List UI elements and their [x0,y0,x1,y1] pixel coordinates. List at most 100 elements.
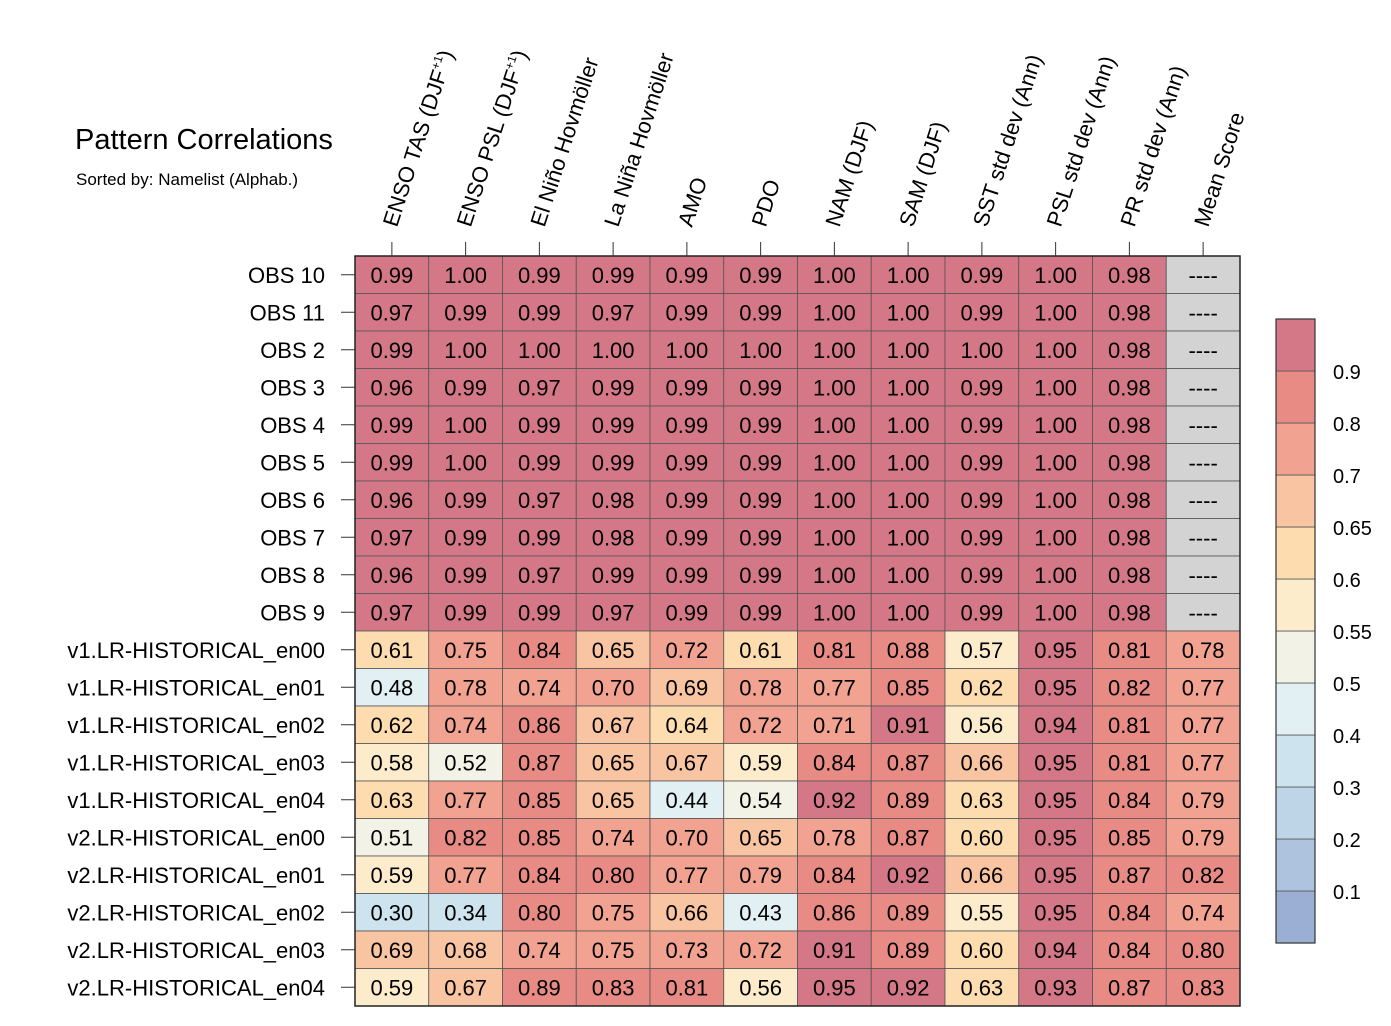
row-label: OBS 9 [260,600,325,625]
heatmap-cell [1092,255,1167,294]
cell-value-label: 0.85 [1108,825,1151,850]
cell-value-label: 0.80 [518,900,561,925]
heatmap-cell [502,518,577,557]
heatmap-cell [870,705,946,744]
cell-value-label: 0.95 [1034,750,1077,775]
cell-value-label: 0.73 [665,938,708,963]
colorbar-tick-label: 0.2 [1333,830,1361,852]
heatmap-cell [649,818,725,857]
cell-value-label: 0.84 [518,863,561,888]
cell-value-label: 0.92 [887,863,930,888]
heatmap-cell [797,593,872,632]
colorbar-tick-label: 0.1 [1333,882,1361,904]
cell-value-label: 0.99 [444,600,487,625]
cell-value-label: 0.77 [813,675,856,700]
heatmap-cell [797,255,872,294]
cell-value-label: 1.00 [1034,338,1077,363]
column-label: PDO [747,176,786,229]
heatmap-cell [870,555,946,594]
heatmap-cell [1092,293,1167,332]
chart-title: Pattern Correlations [75,124,333,156]
cell-value-label: 1.00 [1034,488,1077,513]
heatmap-cell [944,668,1020,707]
cell-value-label: 0.75 [592,938,635,963]
cell-value-label: 0.74 [518,938,561,963]
heatmap-cell [502,368,577,407]
cell-value-label: ---- [1188,600,1217,625]
cell-value-label: 1.00 [887,375,930,400]
row-label: v2.LR-HISTORICAL_en02 [67,900,325,925]
cell-value-label: 0.95 [813,975,856,1000]
cell-value-label: 0.66 [960,863,1003,888]
heatmap-cell [428,518,503,557]
cell-value-label: 0.81 [1108,638,1151,663]
cell-value-label: 0.99 [518,413,561,438]
heatmap-cell [870,480,946,519]
heatmap-cell [428,668,503,707]
heatmap-cell [944,743,1020,782]
cell-value-label: 0.99 [665,413,708,438]
heatmap-cell [575,480,651,519]
colorbar-swatch [1275,370,1316,424]
cell-value-label: 1.00 [887,263,930,288]
cell-value-label: 0.77 [444,863,487,888]
row-label: OBS 5 [260,450,325,475]
row-label: v2.LR-HISTORICAL_en04 [67,975,325,1000]
heatmap-cell [870,518,946,557]
heatmap-cell [723,930,798,969]
heatmap-cell [797,480,872,519]
cell-value-label: 1.00 [444,413,487,438]
heatmap-cell [502,743,577,782]
cell-value-label: 0.87 [518,750,561,775]
heatmap-cell [354,555,430,594]
cell-value-label: 0.66 [960,750,1003,775]
heatmap-cell [797,330,872,369]
cell-value-label: 0.77 [1182,750,1225,775]
cell-value-label: 0.97 [592,300,635,325]
heatmap-cell [502,705,577,744]
cell-value-label: 0.95 [1034,900,1077,925]
column-label: ENSO TAS (DJF+1) [378,47,459,230]
cell-value-label: 0.99 [370,413,413,438]
heatmap-border [354,255,1241,1007]
cell-value-label: 0.93 [1034,975,1077,1000]
cell-value-label: 1.00 [813,413,856,438]
cell-value-label: 0.95 [1034,638,1077,663]
cell-value-label: 0.92 [813,788,856,813]
cell-value-label: 0.78 [739,675,782,700]
row-label: v2.LR-HISTORICAL_en03 [67,938,325,963]
cell-value-label: 0.63 [960,975,1003,1000]
cell-value-label: 0.98 [592,525,635,550]
heatmap-cell [649,593,725,632]
cell-value-label: 0.99 [370,338,413,363]
heatmap-cell [944,930,1020,969]
cell-value-label: 0.65 [592,788,635,813]
cell-value-label: ---- [1188,300,1217,325]
cell-value-label: 1.00 [813,563,856,588]
cell-value-label: 0.70 [665,825,708,850]
cell-value-label: 0.60 [960,938,1003,963]
colorbar-border [1275,318,1316,944]
cell-value-label: 0.71 [813,713,856,738]
heatmap-cell [575,930,651,969]
cell-value-label: 0.97 [518,563,561,588]
heatmap-cell [649,293,725,332]
cell-value-label: 1.00 [813,450,856,475]
cell-value-label: 0.63 [370,788,413,813]
cell-value-label: 0.56 [739,975,782,1000]
heatmap-cell [944,705,1020,744]
cell-value-label: 0.98 [592,488,635,513]
cell-value-label: ---- [1188,488,1217,513]
heatmap-cell [1165,593,1241,632]
column-label: El Niño Hovmöller [525,54,603,229]
cell-value-label: 0.85 [518,825,561,850]
heatmap-cell [797,630,872,669]
cell-value-label: 0.99 [665,450,708,475]
heatmap-cell [1165,443,1241,482]
heatmap-cell [870,930,946,969]
heatmap-cell [1018,480,1093,519]
cell-value-label: 0.89 [887,938,930,963]
cell-value-label: 0.82 [444,825,487,850]
cell-value-label: 0.99 [518,300,561,325]
heatmap-cell [502,893,577,932]
